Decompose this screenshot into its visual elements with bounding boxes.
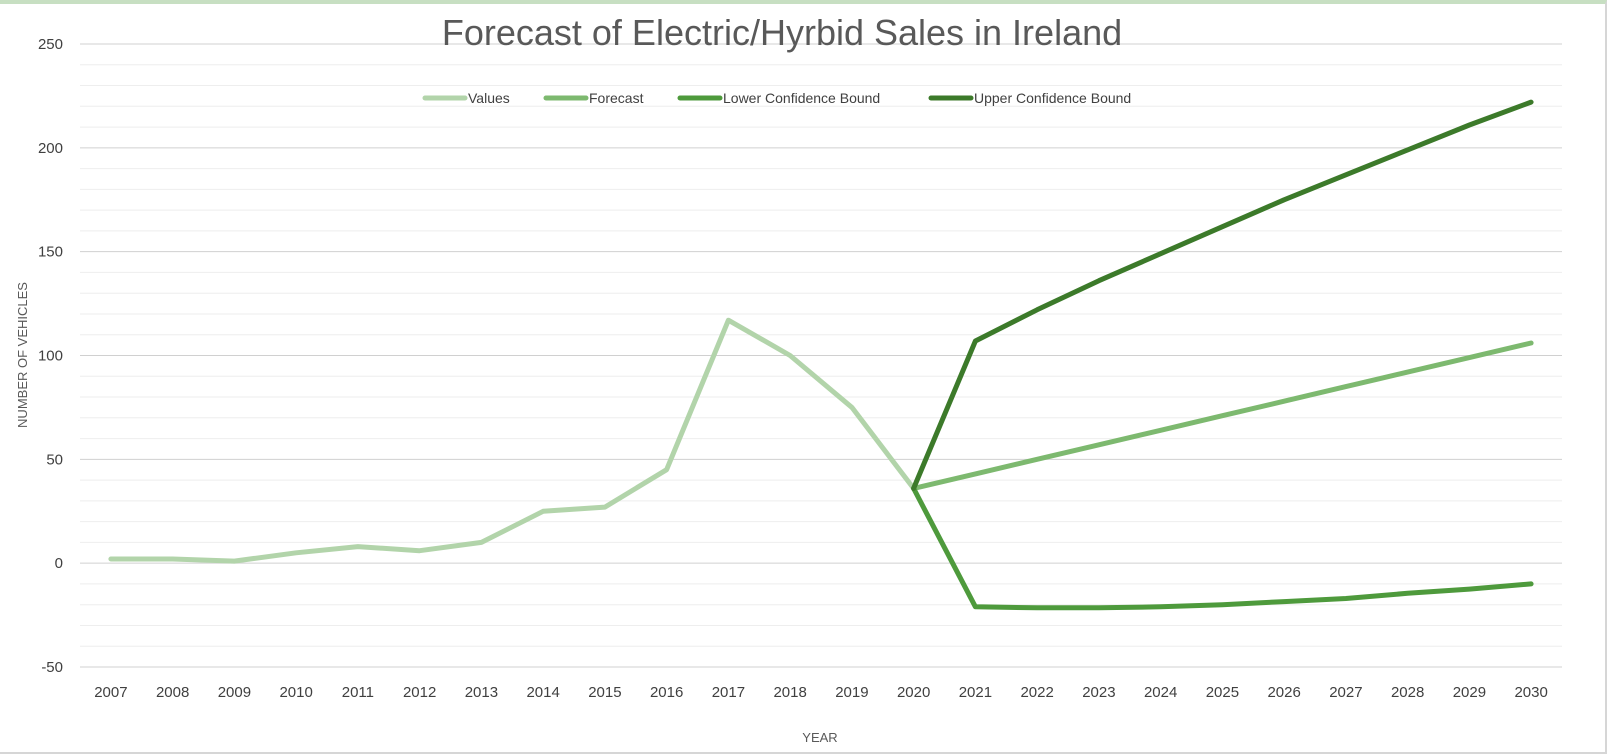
- x-tick-label: 2025: [1206, 684, 1239, 701]
- legend-label: Upper Confidence Bound: [974, 90, 1131, 106]
- x-tick-label: 2022: [1020, 684, 1053, 701]
- x-tick-label: 2024: [1144, 684, 1177, 701]
- x-tick-label: 2019: [835, 684, 868, 701]
- series-layer: [108, 99, 1534, 611]
- x-tick-label: 2013: [465, 684, 498, 701]
- x-tick-label: 2020: [897, 684, 930, 701]
- y-axis-label: NUMBER OF VEHICLES: [15, 282, 30, 428]
- x-axis-label: YEAR: [802, 730, 837, 745]
- chart-title: Forecast of Electric/Hyrbid Sales in Ire…: [442, 12, 1122, 53]
- x-tick-label: 2021: [959, 684, 992, 701]
- y-axis-ticks: -50 0 50 100 150 200 250: [38, 36, 63, 676]
- series-line-forecast: [911, 340, 1534, 491]
- x-tick-label: 2027: [1329, 684, 1362, 701]
- x-tick-label: 2029: [1453, 684, 1486, 701]
- grid-layer: [80, 43, 1562, 668]
- y-tick-label: 250: [38, 36, 63, 53]
- x-tick-label: 2008: [156, 684, 189, 701]
- x-tick-label: 2014: [526, 684, 559, 701]
- legend-label: Lower Confidence Bound: [723, 90, 880, 106]
- y-tick-label: 50: [46, 451, 63, 468]
- legend-label: Forecast: [589, 90, 644, 106]
- x-tick-label: 2012: [403, 684, 436, 701]
- x-tick-label: 2030: [1514, 684, 1547, 701]
- y-tick-label: 0: [55, 555, 63, 572]
- legend-label: Values: [468, 90, 510, 106]
- y-tick-label: -50: [41, 659, 63, 676]
- series-line-upper-confidence-bound: [911, 99, 1534, 491]
- x-tick-label: 2016: [650, 684, 683, 701]
- x-tick-label: 2010: [279, 684, 312, 701]
- legend: Values Forecast Lower Confidence Bound Uppe…: [422, 90, 1131, 106]
- x-tick-label: 2023: [1082, 684, 1115, 701]
- x-tick-label: 2009: [218, 684, 251, 701]
- y-tick-label: 100: [38, 348, 63, 365]
- y-tick-label: 150: [38, 244, 63, 261]
- x-tick-label: 2026: [1267, 684, 1300, 701]
- series-line-lower-confidence-bound: [911, 485, 1534, 611]
- x-tick-label: 2028: [1391, 684, 1424, 701]
- y-tick-label: 200: [38, 140, 63, 157]
- x-tick-label: 2007: [94, 684, 127, 701]
- x-tick-label: 2018: [773, 684, 806, 701]
- x-tick-label: 2017: [712, 684, 745, 701]
- series-line-values: [108, 317, 917, 564]
- x-tick-label: 2015: [588, 684, 621, 701]
- x-axis-ticks: 2007 2008 2009 2010 2011 2012 2013 2014 2015 2016…: [94, 684, 1548, 701]
- x-tick-label: 2011: [342, 684, 374, 701]
